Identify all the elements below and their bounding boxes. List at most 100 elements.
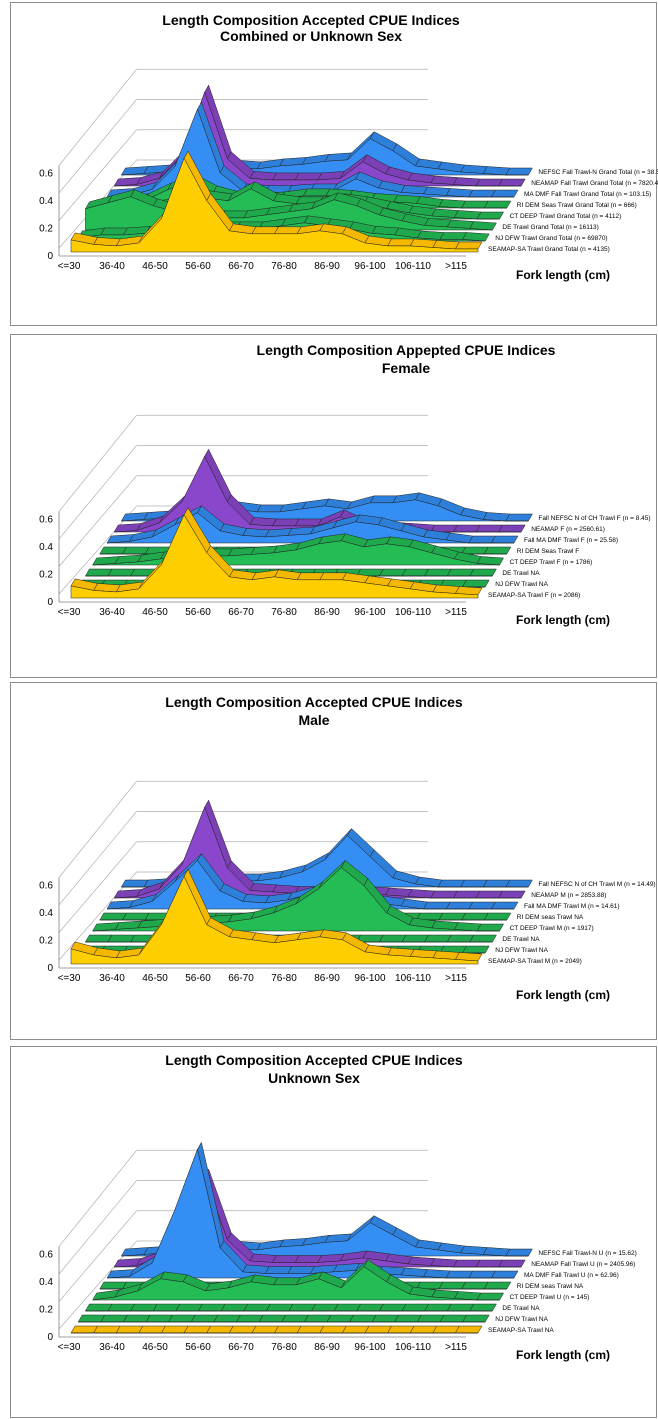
series-segment (296, 572, 325, 581)
series-segment (264, 1266, 293, 1274)
series-segment (483, 200, 512, 209)
series-label: Fall NEFSC N of CH Trawl F (n = 8.45) (538, 515, 650, 522)
chart-subtitle: Male (298, 712, 329, 728)
series-segment (461, 546, 489, 555)
frame-gridline (58, 811, 137, 906)
series-label: SEAMAP-SA Trawl F (n = 2086) (488, 592, 580, 599)
series-label: NEAMAP Fall Trawl Grand Total (n = 7820.… (531, 180, 658, 187)
series-segment (483, 546, 512, 555)
series-segment (505, 513, 533, 522)
x-tick-label: 46-50 (142, 261, 168, 272)
series-segment (401, 934, 429, 943)
series-label: SEAMAP-SA Trawl NA (488, 1327, 554, 1334)
y-tick-label: 0.4 (39, 196, 53, 207)
series-segment (475, 178, 504, 187)
series-segment (476, 923, 505, 932)
series-segment (371, 1314, 400, 1323)
series-segment (445, 1270, 474, 1279)
series-segment (138, 1325, 166, 1334)
x-tick-label: >115 (445, 607, 467, 618)
series-segment (206, 1325, 234, 1334)
series-label: NEAMAP M (n = 2853.88) (531, 892, 606, 899)
series-segment (152, 1303, 181, 1312)
series-segment (107, 934, 136, 943)
y-tick-label: 0.2 (39, 936, 53, 947)
chart-panel-female: Length Composition Appepted CPUE Indices… (10, 334, 657, 678)
series-segment (281, 1314, 309, 1323)
series-segment (294, 1255, 323, 1263)
series-segment (84, 1303, 113, 1312)
chart-svg-combined: Length Composition Accepted CPUE Indices… (39, 12, 658, 282)
x-tick-label: 96-100 (354, 261, 386, 272)
series-segment (468, 535, 496, 544)
series-unknown-6: NJ DFW Trawl NA (77, 1314, 549, 1323)
x-tick-label: <=30 (58, 1342, 81, 1353)
series-area (106, 512, 514, 544)
series-segment (469, 568, 497, 577)
series-segment (475, 1259, 504, 1268)
x-tick-label: 76-80 (271, 607, 297, 618)
frame-gridline (58, 445, 137, 540)
series-segment (84, 568, 113, 577)
series-segment (416, 1314, 445, 1323)
series-segment (198, 1303, 226, 1312)
series-segment (272, 172, 300, 181)
series-segment (490, 1270, 519, 1279)
frame-gridline (58, 69, 137, 166)
series-label: Fall MA DMF Trawl F (n = 25.58) (524, 537, 618, 544)
series-segment (452, 890, 481, 899)
series-segment (490, 901, 519, 910)
series-label: CT DEEP Trawl U (n = 145) (510, 1294, 590, 1301)
series-label: SEAMAP-SA Trawl M (n = 2049) (488, 958, 582, 965)
series-segment (498, 178, 526, 187)
series-segment (258, 1314, 287, 1323)
y-tick-label: 0.2 (39, 1305, 53, 1316)
series-segment (100, 227, 128, 236)
series-segment (461, 1281, 489, 1290)
series-segment (121, 546, 150, 555)
series-segment (341, 1325, 370, 1334)
x-tick-label: 76-80 (271, 1342, 297, 1353)
series-segment (424, 1303, 452, 1312)
series-segment (378, 568, 407, 577)
series-unknown-5: DE Trawl NA (84, 1303, 540, 1312)
series-segment (272, 518, 300, 527)
series-segment (84, 934, 113, 943)
x-axis-title: Fork length (cm) (516, 613, 610, 627)
frame-gridline (58, 129, 137, 221)
series-area (70, 514, 479, 599)
series-segment (274, 226, 302, 235)
series-segment (349, 1314, 377, 1323)
series-segment (107, 568, 136, 577)
series-area (70, 875, 479, 965)
x-tick-label: <=30 (58, 973, 81, 984)
series-label: NJ DFW Trawl NA (495, 1316, 548, 1323)
series-label: DE Trawl NA (502, 1305, 540, 1312)
x-tick-label: >115 (445, 973, 467, 984)
x-axis-title: Fork length (cm) (516, 268, 610, 282)
x-tick-label: 106-110 (395, 607, 431, 618)
x-tick-label: 86-90 (314, 261, 340, 272)
series-segment (454, 1325, 483, 1334)
chart-panel-combined: Length Composition Accepted CPUE Indices… (10, 2, 658, 326)
series-segment (462, 945, 490, 954)
series-segment (190, 1314, 219, 1323)
y-tick-label: 0.6 (39, 169, 53, 180)
series-segment (387, 238, 415, 247)
y-tick-label: 0.6 (39, 881, 53, 892)
x-tick-label: 96-100 (354, 1342, 386, 1353)
x-tick-label: 76-80 (271, 973, 297, 984)
series-segment (272, 1255, 300, 1263)
series-segment (120, 879, 149, 888)
series-segment (387, 1325, 415, 1334)
series-segment (122, 1314, 151, 1323)
frame-gridline (58, 841, 137, 933)
series-segment (438, 912, 467, 921)
y-tick-label: 0 (47, 963, 53, 974)
series-segment (394, 1314, 422, 1323)
series-segment (93, 1325, 121, 1334)
series-segment (251, 226, 279, 235)
chart-title: Length Composition Accepted CPUE Indices (162, 12, 460, 28)
series-segment (311, 1303, 339, 1312)
x-tick-label: >115 (445, 1342, 467, 1353)
